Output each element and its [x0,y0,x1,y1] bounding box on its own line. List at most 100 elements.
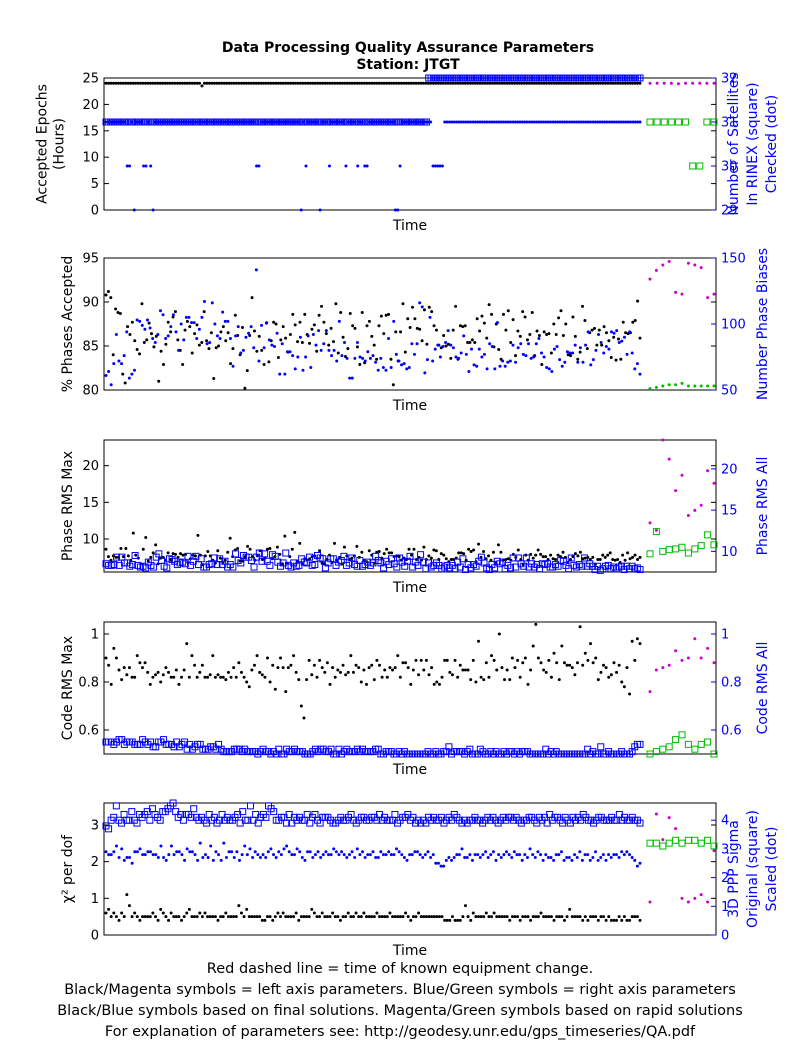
data-point-dot [512,850,516,854]
data-point-dot [416,850,419,854]
data-point-dot [609,918,613,922]
data-point-dot [501,359,505,363]
data-point-dot [432,682,436,686]
right-tick-label: 15 [721,504,738,519]
data-point-dot [198,841,202,845]
data-point-dot [628,918,632,922]
data-point-dot [338,918,342,922]
data-point-dot [576,360,580,364]
data-point-dot [126,325,130,329]
data-point-dot [213,322,217,326]
data-point-dot [213,675,217,679]
data-point-dot [247,120,251,124]
data-point-dot [130,120,134,124]
data-point-dot [576,357,580,361]
data-point-dot [521,310,525,314]
data-point-dot [135,654,139,658]
data-point-dot [193,81,197,85]
data-point-dot [211,858,215,862]
data-point-dot [318,549,322,553]
data-point-dot [537,333,541,337]
data-point-dot [712,384,716,388]
data-point-dot [221,310,225,314]
data-point-dot [617,340,621,344]
data-point-dot [278,552,282,556]
data-point-dot [219,915,223,919]
data-point-dot [400,120,404,124]
data-point-dot [338,670,342,674]
data-point-dot [456,918,460,922]
data-point-dot [353,356,357,360]
data-point-dot [361,850,365,854]
data-point-square [672,836,680,844]
left-tick-label: 90 [82,296,99,311]
data-point-dot [411,915,415,919]
data-point-dot [201,856,205,860]
data-point-dot [547,658,551,662]
data-point-dot [526,682,530,686]
data-point-dot [608,81,612,85]
data-point-dot [141,853,145,857]
data-point-dot [523,853,527,857]
data-point-dot [243,386,247,390]
data-point-dot [712,81,716,85]
data-point-dot [469,918,473,922]
data-point-dot [453,658,457,662]
data-point-dot [346,347,350,351]
data-point-dot [638,336,642,340]
data-point-dot [662,81,666,85]
data-point-dot [328,81,332,85]
data-point-dot [266,81,270,85]
data-point-dot [490,344,494,348]
data-point-dot [151,81,155,85]
data-point-dot [398,915,402,919]
data-point-dot [344,915,348,919]
data-point-dot [242,915,246,919]
data-point-dot [633,318,637,322]
data-point-dot [152,345,156,349]
data-point-dot [585,347,589,351]
data-point-dot [532,81,536,85]
data-point-dot [121,372,125,376]
data-point-dot [457,120,461,124]
data-point-dot [205,81,209,85]
data-point-dot [617,663,621,667]
data-point-dot [444,557,448,561]
data-point-dot [176,338,180,342]
data-point-dot [128,856,132,860]
data-point-dot [604,81,608,85]
data-point-dot [323,81,327,85]
data-point-dot [531,915,535,919]
data-point-dot [180,853,184,857]
data-point-dot [599,915,603,919]
data-point-dot [233,120,237,124]
data-point-dot [252,329,256,333]
data-point-dot [344,164,348,168]
data-point-dot [621,320,625,324]
data-point-dot [384,313,388,317]
data-point-dot [274,81,278,85]
data-point-dot [395,847,399,851]
data-point-dot [633,81,637,85]
data-point-dot [384,368,388,372]
data-point-dot [277,850,281,854]
data-point-dot [476,639,480,643]
right-tick-label: 29 [721,204,738,219]
data-point-dot [130,675,134,679]
data-point-dot [633,120,637,124]
data-point-dot [623,81,627,85]
data-point-dot [138,661,142,665]
data-point-dot [187,675,191,679]
data-point-dot [427,305,431,309]
data-point-dot [604,858,608,862]
data-point-dot [253,850,257,854]
data-point-dot [179,322,183,326]
data-point-dot [448,670,452,674]
data-point-dot [667,383,671,387]
data-point-dot [323,915,327,919]
data-point-dot [323,120,327,124]
data-point-dot [612,331,616,335]
data-point-dot [226,670,230,674]
data-point-dot [245,369,249,373]
data-point-dot [389,81,393,85]
